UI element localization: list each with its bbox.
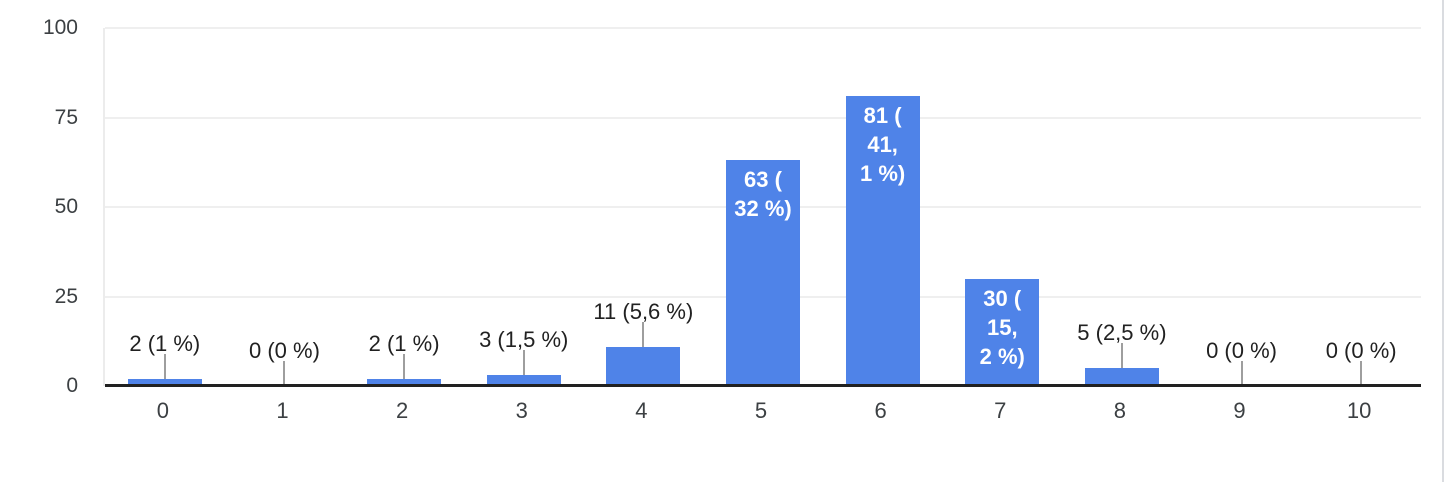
label-stem-3: [522, 350, 525, 376]
bar-category-5: [726, 160, 800, 386]
x-axis-tick-label-3: 3: [515, 398, 528, 423]
y-axis-tick-label: 100: [42, 16, 78, 39]
label-stem-8: [1120, 343, 1123, 369]
label-stem-0: [163, 353, 166, 379]
x-axis-tick-label-1: 1: [276, 398, 289, 423]
x-axis-tick-label-0: 0: [156, 398, 169, 423]
x-axis: 0 1 2 3 4 5 6 7 8 9 10: [103, 399, 1419, 429]
bar-category-4: [606, 346, 681, 386]
bar-category-2: [367, 378, 442, 386]
bar-category-6: [845, 96, 920, 386]
bar-value-label-0: 2 (1 %): [129, 330, 201, 356]
y-axis-tick-label: 0: [66, 374, 78, 397]
bar-value-label-8: 5 (2,5 %): [1077, 320, 1167, 346]
bar-value-label-6: 81 ( 41, 1 %): [846, 101, 920, 188]
plot-area: 2 (1 %) 0 (0 %) 2 (1 %) 3 (1,5 %) 11 (5,6 %)…: [103, 27, 1421, 387]
x-axis-tick-label-7: 7: [994, 398, 1007, 423]
x-axis-tick-label-9: 9: [1233, 398, 1246, 423]
y-axis-tick-label: 75: [54, 105, 78, 129]
bar-category-8: [1084, 368, 1159, 386]
x-axis-tick-label-6: 6: [874, 398, 887, 423]
y-axis-tick-label: 25: [54, 284, 78, 308]
x-axis-tick-label-10: 10: [1346, 398, 1372, 423]
y-axis-tick-label: 50: [54, 195, 78, 218]
bar-category-0: [127, 378, 202, 386]
bar-value-label-line: 32 %): [734, 196, 792, 222]
label-stem-10: [1360, 361, 1363, 386]
bar-value-label-line: 30 (: [983, 285, 1022, 311]
bar-value-label-1: 0 (0 %): [248, 338, 320, 363]
bar-value-label-10: 0 (0 %): [1325, 338, 1397, 363]
bar-value-label-line: 81 (: [863, 103, 902, 129]
bar-value-label-line: 2 %): [979, 343, 1025, 369]
x-axis-baseline: [105, 384, 1421, 387]
bar-value-label-line: 63 (: [744, 167, 782, 193]
bar-value-label-5: 63 ( 32 %): [726, 165, 800, 223]
bar-value-label-9: 0 (0 %): [1206, 338, 1277, 363]
label-stem-2: [403, 353, 406, 379]
bar-value-label-4: 11 (5,6 %): [593, 298, 694, 324]
bar-category-3: [486, 375, 561, 386]
x-axis-tick-label-4: 4: [635, 398, 648, 423]
bar-value-label-line: 1 %): [860, 161, 906, 187]
y-axis: 0 25 50 75 100: [0, 17, 78, 397]
bar-value-label-3: 3 (1,5 %): [479, 327, 569, 353]
gridline-75: [105, 116, 1421, 119]
label-stem-4: [642, 321, 645, 347]
label-stem-9: [1240, 361, 1243, 386]
bar-value-label-line: 41,: [867, 132, 898, 158]
x-axis-tick-label-5: 5: [754, 398, 768, 423]
x-axis-tick-label-2: 2: [395, 398, 409, 423]
bar-category-7: [965, 278, 1040, 386]
bar-value-label-2: 2 (1 %): [368, 330, 440, 356]
label-stem-1: [283, 361, 286, 386]
bar-value-label-7: 30 ( 15, 2 %): [965, 284, 1039, 371]
bar-value-label-line: 15,: [986, 314, 1018, 340]
gridline-100: [105, 27, 1421, 29]
x-axis-tick-label-8: 8: [1113, 398, 1127, 423]
